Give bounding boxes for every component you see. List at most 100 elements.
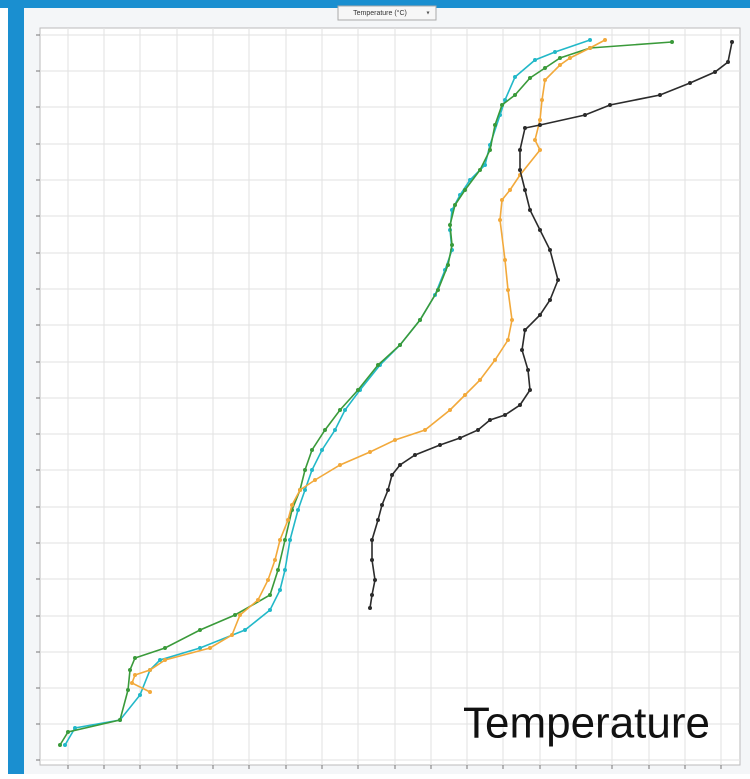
left-frame (8, 0, 24, 774)
point (128, 668, 132, 672)
point (518, 403, 522, 407)
point (518, 148, 522, 152)
point (398, 463, 402, 467)
point (513, 93, 517, 97)
point (373, 578, 377, 582)
point (523, 126, 527, 130)
point (506, 288, 510, 292)
point (298, 488, 302, 492)
point (313, 478, 317, 482)
point (368, 450, 372, 454)
point (520, 348, 524, 352)
point (376, 518, 380, 522)
point (558, 63, 562, 67)
point (138, 693, 142, 697)
point (390, 473, 394, 477)
point (463, 393, 467, 397)
point (436, 288, 440, 292)
point (283, 568, 287, 572)
point (503, 258, 507, 262)
point (376, 363, 380, 367)
point (588, 38, 592, 42)
point (588, 46, 592, 50)
point (658, 93, 662, 97)
point (58, 743, 62, 747)
point (296, 508, 300, 512)
point (256, 598, 260, 602)
point (438, 443, 442, 447)
point (323, 428, 327, 432)
point (538, 313, 542, 317)
point (283, 538, 287, 542)
point (513, 75, 517, 79)
point (133, 673, 137, 677)
point (688, 81, 692, 85)
point (448, 408, 452, 412)
point (398, 343, 402, 347)
point (713, 70, 717, 74)
point (478, 378, 482, 382)
point (386, 488, 390, 492)
point (558, 56, 562, 60)
series-line (59, 41, 673, 746)
point (393, 438, 397, 442)
point (233, 613, 237, 617)
point (568, 56, 572, 60)
point (543, 66, 547, 70)
annotation: Temperature (463, 699, 710, 748)
point (276, 568, 280, 572)
point (310, 448, 314, 452)
selector-box[interactable] (337, 5, 437, 21)
point (528, 76, 532, 80)
point (130, 681, 134, 685)
point (608, 103, 612, 107)
point (528, 208, 532, 212)
point (198, 628, 202, 632)
point (418, 318, 422, 322)
point (463, 188, 467, 192)
plot-area (39, 27, 741, 766)
point (268, 608, 272, 612)
point (493, 358, 497, 362)
point (368, 606, 372, 610)
point (413, 453, 417, 457)
point (303, 488, 307, 492)
point (63, 743, 67, 747)
point (533, 138, 537, 142)
point (726, 60, 730, 64)
point (476, 428, 480, 432)
point (333, 428, 337, 432)
point (548, 248, 552, 252)
point (523, 328, 527, 332)
point (488, 418, 492, 422)
point (158, 658, 162, 662)
point (268, 593, 272, 597)
point (553, 50, 557, 54)
point (163, 646, 167, 650)
point (278, 538, 282, 542)
point (320, 448, 324, 452)
selector-label[interactable]: Temperature (°C) (353, 9, 407, 17)
point (603, 38, 607, 42)
point (538, 148, 542, 152)
point (453, 203, 457, 207)
point (66, 730, 70, 734)
point (510, 318, 514, 322)
point (338, 463, 342, 467)
point (448, 223, 452, 227)
point (338, 408, 342, 412)
point (370, 538, 374, 542)
point (370, 558, 374, 562)
point (493, 123, 497, 127)
point (230, 633, 234, 637)
point (290, 503, 294, 507)
point (356, 388, 360, 392)
point (73, 726, 77, 730)
point (533, 58, 537, 62)
point (523, 188, 527, 192)
selector-arrow[interactable]: ▾ (426, 11, 429, 17)
point (526, 368, 530, 372)
point (148, 690, 152, 694)
